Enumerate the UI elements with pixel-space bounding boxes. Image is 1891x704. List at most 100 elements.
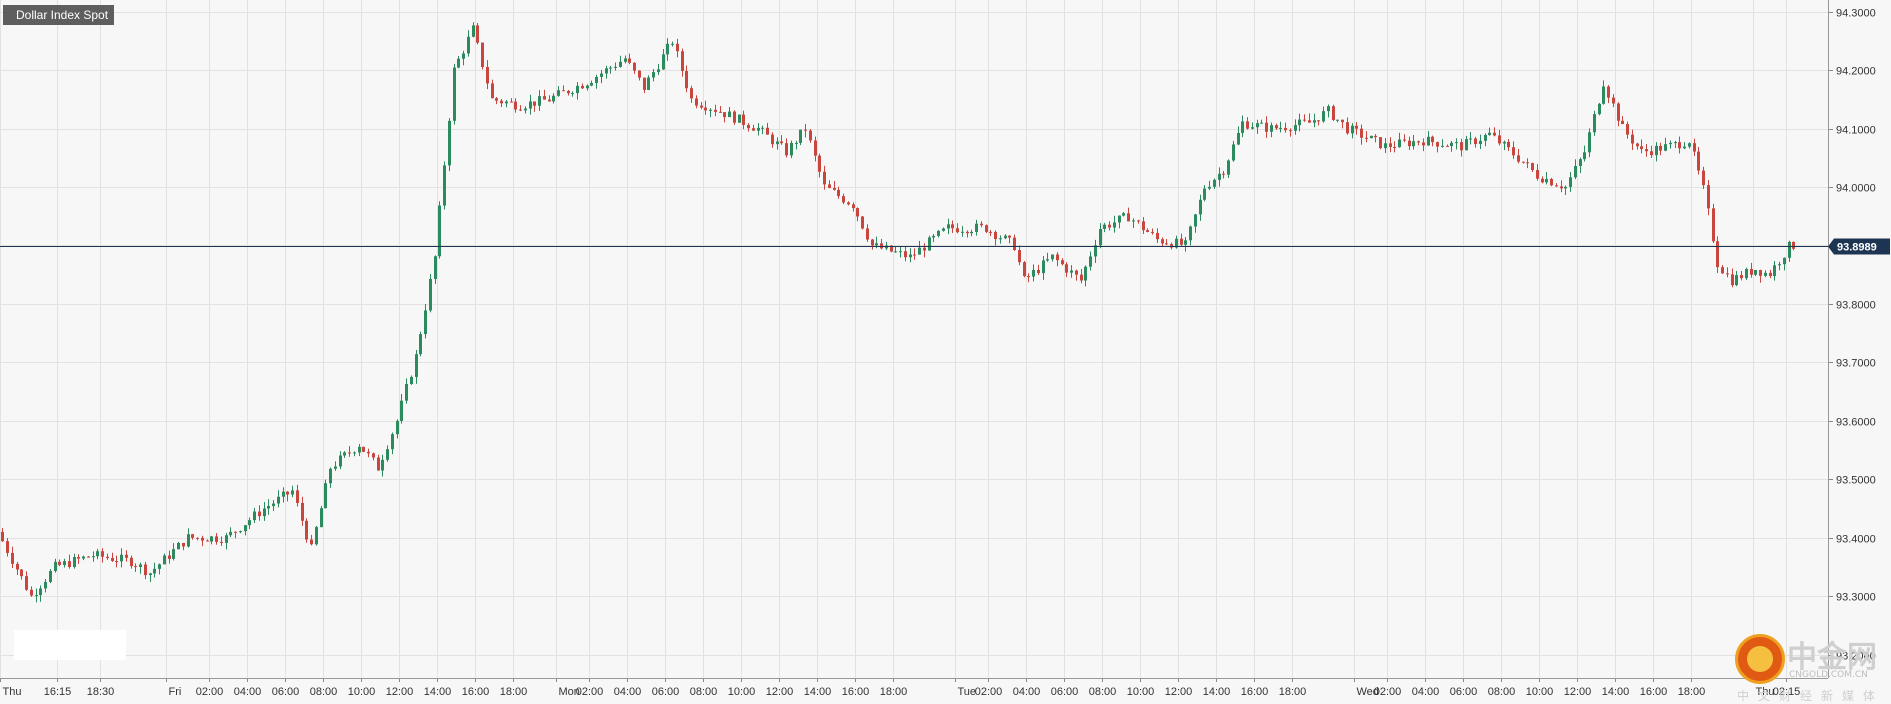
candle-body	[1013, 237, 1016, 251]
candle-body	[1517, 155, 1520, 162]
candle-body	[1113, 222, 1116, 228]
candle-body	[633, 62, 636, 71]
candle-body	[1431, 136, 1434, 143]
candle-body	[1531, 163, 1534, 171]
candle-body	[172, 549, 175, 559]
candle-body	[1384, 143, 1387, 149]
candle-body	[833, 187, 836, 190]
candle-body	[871, 239, 874, 246]
candle-body	[890, 245, 893, 252]
watermark-brand: 中金网	[1787, 640, 1877, 675]
candle-body	[1061, 260, 1064, 265]
candle-body	[937, 230, 940, 236]
candle-body	[1484, 135, 1487, 141]
candle-body	[353, 452, 356, 454]
y-tick-label: 93.3000	[1836, 592, 1876, 604]
candle-body	[457, 58, 460, 68]
candle-body	[1640, 146, 1643, 150]
candle-body	[358, 446, 361, 453]
candle-body	[1398, 139, 1401, 148]
candle-body	[438, 205, 441, 257]
x-tick-label: 16:00	[842, 686, 870, 698]
candle-body	[552, 95, 555, 102]
candle-body	[1222, 173, 1225, 175]
candle-body	[1450, 142, 1453, 147]
y-tick-label: 93.7000	[1836, 358, 1876, 370]
candle-body	[548, 99, 551, 102]
candle-body	[1512, 147, 1515, 156]
candle-body	[1455, 142, 1458, 144]
candle-body	[942, 228, 945, 231]
y-tick-label: 94.1000	[1836, 125, 1876, 137]
candle-body	[861, 216, 864, 229]
candle-body	[210, 536, 213, 542]
candle-body	[676, 43, 679, 52]
candle-body	[747, 124, 750, 129]
candle-body	[1759, 270, 1762, 276]
candle-body	[405, 383, 408, 401]
candle-body	[130, 557, 133, 567]
candle-body	[514, 101, 517, 110]
candle-body	[1146, 230, 1149, 232]
candle-body	[1479, 140, 1482, 145]
candle-body	[785, 143, 788, 156]
candle-body	[671, 43, 674, 45]
y-tick-label: 93.5000	[1836, 475, 1876, 487]
candle-body	[1469, 138, 1472, 140]
candle-body	[766, 127, 769, 135]
last-price-badge	[1828, 238, 1890, 255]
x-tick-label: 18:00	[1279, 686, 1307, 698]
candle-body	[1199, 199, 1202, 215]
candle-body	[1232, 144, 1235, 161]
candle-body	[1189, 226, 1192, 241]
candle-body	[571, 93, 574, 95]
candle-body	[400, 400, 403, 421]
candle-body	[239, 531, 242, 533]
candle-body	[111, 557, 114, 561]
grid-lines	[0, 0, 1828, 678]
candle-body	[1184, 240, 1187, 245]
candle-body	[396, 420, 399, 435]
candle-body	[581, 85, 584, 89]
candle-body	[448, 120, 451, 166]
candle-body	[305, 520, 308, 540]
x-tick-label: Wed	[1357, 686, 1379, 698]
candle-body	[742, 114, 745, 125]
candle-body	[115, 560, 118, 562]
candle-body	[20, 569, 23, 577]
candle-body	[780, 141, 783, 144]
candle-body	[1593, 114, 1596, 133]
candle-body	[1550, 178, 1553, 186]
candle-body	[1336, 119, 1339, 121]
candle-body	[685, 71, 688, 89]
candle-body	[472, 25, 475, 37]
candle-body	[1303, 119, 1306, 121]
candle-body	[153, 568, 156, 574]
candle-body	[1602, 86, 1605, 104]
candle-body	[932, 235, 935, 238]
candle-body	[87, 556, 90, 558]
candle-body	[1241, 121, 1244, 133]
candle-body	[1659, 145, 1662, 151]
candle-body	[1564, 186, 1567, 189]
candle-body	[1726, 273, 1729, 275]
candle-body	[1526, 162, 1529, 164]
candle-body	[714, 109, 717, 112]
x-tick-label: Fri	[169, 686, 182, 698]
x-tick-label: 18:30	[87, 686, 115, 698]
candle-body	[1203, 188, 1206, 200]
candlesticks	[1, 22, 1795, 603]
candle-body	[1617, 103, 1620, 121]
candle-body	[68, 561, 71, 567]
candle-body	[1317, 120, 1320, 122]
candle-body	[391, 434, 394, 450]
candle-body	[600, 73, 603, 77]
candle-body	[1332, 106, 1335, 120]
x-tick-label: 14:00	[1203, 686, 1231, 698]
last-price-marker: 93.8989	[0, 238, 1890, 255]
candle-body	[1103, 224, 1106, 229]
x-tick-label: 18:00	[500, 686, 528, 698]
candle-body	[1436, 142, 1439, 147]
candle-body	[191, 534, 194, 538]
